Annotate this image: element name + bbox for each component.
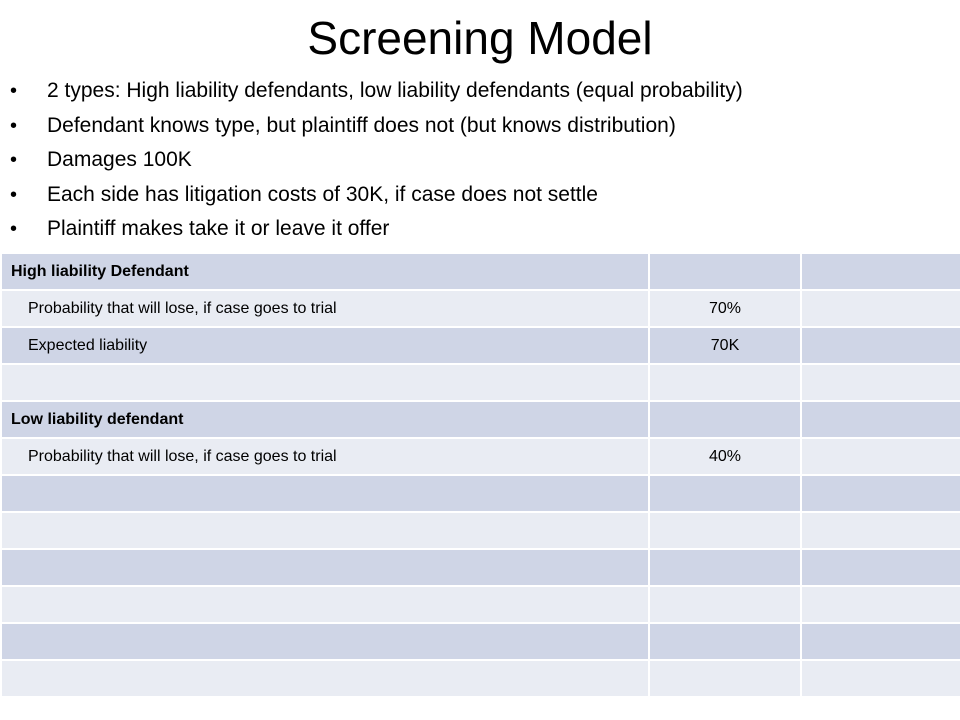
table-row: Probability that will lose, if case goes… <box>0 437 960 476</box>
label-cell <box>0 548 650 587</box>
label-cell <box>0 659 650 698</box>
extra-cell <box>800 548 960 587</box>
value-cell <box>648 585 802 624</box>
bullet-text: 2 types: High liability defendants, low … <box>47 79 743 102</box>
label-cell <box>0 511 650 550</box>
label-cell: Probability that will lose, if case goes… <box>0 437 650 476</box>
bullet-text: Damages 100K <box>47 148 192 171</box>
value-cell <box>648 659 802 698</box>
extra-cell <box>800 363 960 402</box>
bullet-text: Defendant knows type, but plaintiff does… <box>47 113 676 137</box>
value-cell <box>648 548 802 587</box>
table-row <box>0 548 960 587</box>
table-row: Low liability defendant <box>0 400 960 439</box>
table-body: High liability Defendant Probability that… <box>0 252 960 698</box>
bullet-item: • 2 types: High liability defendants, low… <box>10 74 955 109</box>
bullet-item: • Damages 100K <box>10 143 955 178</box>
extra-cell <box>800 326 960 365</box>
table-row <box>0 659 960 698</box>
bullet-text: Plaintiff makes take it or leave it offe… <box>47 217 390 240</box>
value-cell <box>648 474 802 513</box>
value-cell <box>648 252 802 291</box>
table-row <box>0 511 960 550</box>
table-row: Probability that will lose, if case goes… <box>0 289 960 328</box>
liability-table: High liability Defendant Probability that… <box>0 252 960 698</box>
bullet-list: • 2 types: High liability defendants, low… <box>10 74 955 247</box>
bullet-item: • Plaintiff makes take it or leave it off… <box>10 212 955 247</box>
extra-cell <box>800 659 960 698</box>
bullet-text: Each side has litigation costs of 30K, i… <box>47 182 598 206</box>
bullet-dot-icon: • <box>10 114 18 137</box>
extra-cell <box>800 400 960 439</box>
label-cell <box>0 363 650 402</box>
value-cell: 40% <box>648 437 802 476</box>
slide-title: Screening Model <box>307 12 653 64</box>
bullet-dot-icon: • <box>10 149 18 171</box>
table-row <box>0 585 960 624</box>
value-cell <box>648 511 802 550</box>
bullet-dot-icon: • <box>10 218 18 240</box>
bullet-item: • Defendant knows type, but plaintiff doe… <box>10 109 955 144</box>
value-cell <box>648 400 802 439</box>
label-cell <box>0 474 650 513</box>
label-cell: Expected liability <box>0 326 650 365</box>
table-row: Expected liability 70K <box>0 326 960 365</box>
section-heading-cell: Low liability defendant <box>0 400 650 439</box>
extra-cell <box>800 585 960 624</box>
value-cell: 70% <box>648 289 802 328</box>
bullet-item: • Each side has litigation costs of 30K, … <box>10 178 955 213</box>
value-cell <box>648 363 802 402</box>
section-heading-cell: High liability Defendant <box>0 252 650 291</box>
table-row: High liability Defendant <box>0 252 960 291</box>
label-cell <box>0 585 650 624</box>
extra-cell <box>800 289 960 328</box>
extra-cell <box>800 474 960 513</box>
label-cell: Probability that will lose, if case goes… <box>0 289 650 328</box>
extra-cell <box>800 252 960 291</box>
extra-cell <box>800 511 960 550</box>
value-cell: 70K <box>648 326 802 365</box>
table-row <box>0 363 960 402</box>
extra-cell <box>800 622 960 661</box>
extra-cell <box>800 437 960 476</box>
value-cell <box>648 622 802 661</box>
bullet-dot-icon: • <box>10 183 18 206</box>
label-cell <box>0 622 650 661</box>
table-row <box>0 622 960 661</box>
bullet-dot-icon: • <box>10 80 18 102</box>
table-row <box>0 474 960 513</box>
